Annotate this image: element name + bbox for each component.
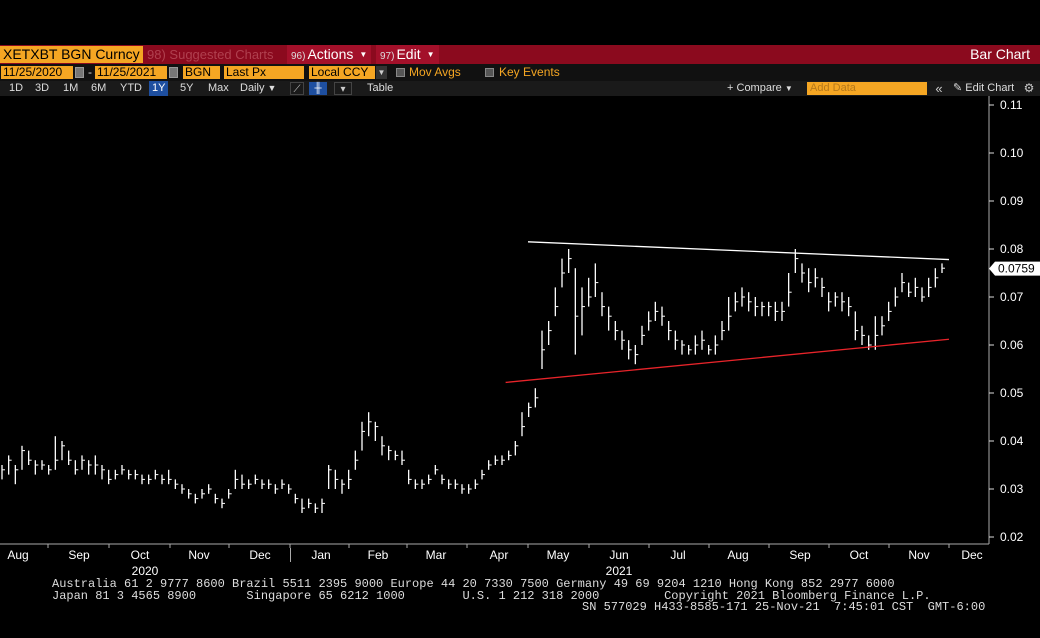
period-6m[interactable]: 6M: [91, 82, 107, 94]
x-year-label: 2020: [131, 564, 159, 578]
actions-label: Actions: [307, 46, 354, 62]
chevron-down-icon: ▼: [267, 83, 277, 93]
trendlines: [505, 241, 950, 384]
chevron-down-icon: ▼: [426, 50, 435, 59]
suggested-charts-menu[interactable]: 98) Suggested Charts: [144, 46, 277, 63]
field-selector[interactable]: Last Px: [224, 66, 304, 79]
pricing-source-field[interactable]: BGN: [183, 66, 220, 79]
key-events-label: Key Events: [499, 65, 560, 79]
period-toolbar: 1D 3D 1M 6M YTD 1Y 5Y Max Daily ▼ ⟋ ╫ ▾ …: [0, 81, 1040, 96]
edit-number: 97): [380, 51, 395, 62]
compare-label: Compare: [736, 82, 782, 94]
mov-avgs-label: Mov Avgs: [409, 65, 461, 79]
period-ytd[interactable]: YTD: [120, 82, 142, 94]
key-events-checkbox[interactable]: [485, 68, 494, 77]
y-tick-label: 0.06: [1000, 338, 1024, 352]
period-1y[interactable]: 1Y: [149, 81, 169, 96]
period-1d[interactable]: 1D: [9, 82, 24, 94]
frequency-label: Daily: [240, 82, 265, 94]
price-chart[interactable]: 0.11 0.10 0.09 0.08 0.07 0.06 0.05 0.04 0.03 0.02…: [0, 96, 1040, 548]
last-price-label: 0.0759: [998, 262, 1035, 276]
add-data-input[interactable]: Add Data: [807, 82, 927, 95]
y-tick-label: 0.02: [1000, 530, 1024, 544]
suggested-charts-number: 98): [147, 47, 166, 62]
x-month-label: Nov: [908, 548, 930, 562]
x-month-label: Sep: [789, 548, 811, 562]
line-chart-icon[interactable]: ⟋: [290, 82, 304, 95]
trendline: [505, 338, 950, 384]
year-divider: [290, 548, 291, 562]
x-month-label: Mar: [425, 548, 447, 562]
x-year-label: 2021: [605, 564, 633, 578]
price-bars: [1, 249, 945, 513]
chart-type-title: Bar Chart: [970, 46, 1030, 62]
y-tick-label: 0.11: [1000, 98, 1023, 112]
plus-icon: +: [727, 82, 734, 94]
x-month-label: Dec: [961, 548, 983, 562]
title-bar: XETXBT BGN Curncy 98) Suggested Charts 9…: [0, 45, 1040, 64]
gear-icon[interactable]: ⚙: [1023, 81, 1035, 95]
x-month-label: Feb: [367, 548, 389, 562]
last-price-marker: 0.0759: [989, 261, 1040, 276]
x-month-label: Jun: [609, 548, 629, 562]
pencil-icon: ✎: [953, 82, 963, 94]
period-1m[interactable]: 1M: [63, 82, 79, 94]
footer-session-info: SN 577029 H433-8585-171 25-Nov-21 7:45:0…: [582, 600, 986, 614]
actions-menu-button[interactable]: 96) Actions ▼: [287, 45, 372, 64]
last-price-flag: [989, 261, 1040, 276]
y-tick-label: 0.08: [1000, 242, 1024, 256]
x-month-label: Apr: [489, 548, 509, 562]
currency-selector[interactable]: Local CCY: [309, 66, 375, 79]
edit-menu-button[interactable]: 97) Edit ▼: [376, 45, 439, 64]
chart-type-dropdown[interactable]: ▾: [334, 82, 352, 95]
start-date-field[interactable]: 11/25/2020: [1, 66, 73, 79]
y-tick-label: 0.03: [1000, 482, 1024, 496]
x-month-label: Sep: [68, 548, 90, 562]
y-tick-label: 0.07: [1000, 290, 1024, 304]
x-month-label: May: [546, 548, 570, 562]
footer-contacts-line-2: Japan 81 3 4565 8900 Singapore 65 6212 1…: [52, 589, 931, 603]
edit-chart-label: Edit Chart: [965, 82, 1015, 94]
y-tick-label: 0.10: [1000, 146, 1024, 160]
x-month-label: Dec: [249, 548, 271, 562]
chevron-down-icon: ▼: [359, 50, 368, 59]
period-3d[interactable]: 3D: [35, 82, 50, 94]
x-month-label: Jul: [670, 548, 686, 562]
collapse-icon[interactable]: «: [935, 81, 943, 96]
period-5y[interactable]: 5Y: [180, 82, 194, 94]
y-tick-label: 0.04: [1000, 434, 1024, 448]
frequency-selector[interactable]: Daily ▼: [237, 81, 279, 96]
bar-chart-icon[interactable]: ╫: [309, 82, 327, 95]
calendar-icon[interactable]: [169, 67, 178, 78]
settings-row: 11/25/2020 - 11/25/2021 BGN Last Px Loca…: [0, 64, 1040, 81]
calendar-icon[interactable]: [75, 67, 84, 78]
chevron-down-icon[interactable]: ▼: [376, 66, 387, 79]
x-month-label: Aug: [727, 548, 749, 562]
edit-chart-button[interactable]: ✎ Edit Chart: [950, 81, 1017, 96]
date-separator: -: [88, 65, 92, 79]
y-tick-label: 0.05: [1000, 386, 1024, 400]
x-axis-labels: Aug Sep Oct Nov Dec Jan Feb Mar Apr May Jun Jul Aug S…: [0, 548, 1040, 578]
edit-label: Edit: [396, 46, 421, 62]
compare-button[interactable]: + Compare ▼: [724, 81, 796, 96]
period-max[interactable]: Max: [208, 82, 229, 94]
table-button[interactable]: Table: [367, 82, 394, 94]
actions-number: 96): [291, 51, 306, 62]
x-month-label: Jan: [311, 548, 331, 562]
x-month-label: Oct: [130, 548, 150, 562]
y-tick-label: 0.09: [1000, 194, 1024, 208]
trendline: [527, 241, 950, 261]
footer-contacts-line-1: Australia 61 2 9777 8600 Brazil 5511 239…: [52, 577, 895, 591]
security-ticker[interactable]: XETXBT BGN Curncy: [0, 46, 143, 63]
suggested-charts-label: Suggested Charts: [169, 47, 274, 62]
x-month-label: Aug: [7, 548, 29, 562]
x-month-label: Nov: [188, 548, 210, 562]
end-date-field[interactable]: 11/25/2021: [95, 66, 167, 79]
mov-avgs-checkbox[interactable]: [396, 68, 405, 77]
chevron-down-icon: ▼: [784, 84, 793, 93]
y-axis: 0.11 0.10 0.09 0.08 0.07 0.06 0.05 0.04 0.03 0.02: [989, 98, 1024, 544]
x-month-label: Oct: [849, 548, 869, 562]
